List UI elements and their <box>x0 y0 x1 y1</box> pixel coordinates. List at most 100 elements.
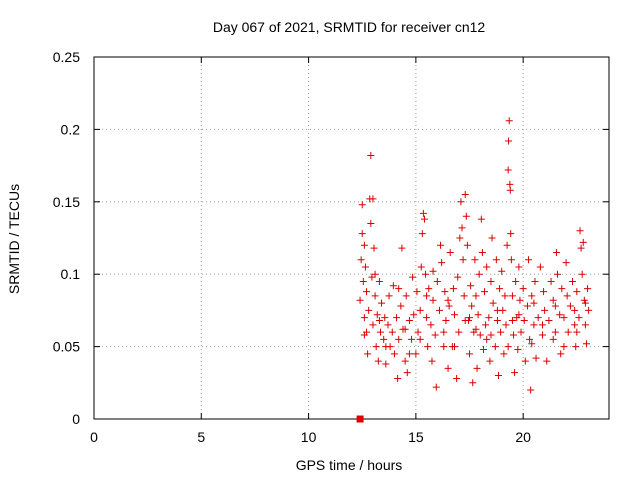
data-point <box>441 288 449 296</box>
data-point <box>466 314 474 322</box>
data-point <box>472 325 480 333</box>
data-point <box>425 285 433 293</box>
y-axis-label: SRMTID / TECUs <box>6 184 22 294</box>
data-point <box>412 350 420 358</box>
data-point <box>428 357 436 365</box>
data-point <box>401 325 409 333</box>
data-point <box>394 374 402 382</box>
data-point <box>501 292 509 300</box>
data-point <box>360 314 368 322</box>
data-point <box>514 345 522 353</box>
data-point <box>573 328 581 336</box>
data-point <box>564 328 572 336</box>
data-point <box>497 328 505 336</box>
data-point <box>504 343 512 351</box>
data-point <box>534 314 542 322</box>
data-point <box>370 244 378 252</box>
data-point <box>500 350 508 358</box>
data-point <box>429 267 437 275</box>
data-point <box>496 285 504 293</box>
data-point <box>380 335 388 343</box>
data-point <box>381 314 389 322</box>
data-point <box>454 273 462 281</box>
data-point <box>474 311 482 319</box>
data-point <box>440 328 448 336</box>
data-point <box>444 296 452 304</box>
data-point <box>420 215 428 223</box>
data-point <box>487 277 495 285</box>
y-tick-label: 0 <box>72 411 80 427</box>
data-point <box>482 321 490 329</box>
data-points <box>356 117 593 423</box>
data-point <box>498 267 506 275</box>
data-point <box>585 306 593 314</box>
data-point <box>393 314 401 322</box>
y-tick-label: 0.25 <box>53 49 80 65</box>
data-point <box>360 241 368 249</box>
data-point <box>457 198 465 206</box>
data-point <box>581 321 589 329</box>
data-point <box>358 201 366 209</box>
data-point <box>581 299 589 307</box>
data-point <box>485 314 493 322</box>
data-point <box>417 263 425 271</box>
data-point <box>576 227 584 235</box>
data-point <box>530 299 538 307</box>
data-point <box>487 331 495 339</box>
data-point <box>371 292 379 300</box>
data-point <box>444 364 452 372</box>
data-point <box>532 354 540 362</box>
data-point <box>382 360 390 368</box>
data-point <box>471 256 479 264</box>
data-point <box>375 277 383 285</box>
data-point <box>461 317 469 325</box>
data-point <box>556 311 564 319</box>
data-point <box>410 311 418 319</box>
data-point <box>549 335 557 343</box>
data-point <box>560 314 568 322</box>
data-point <box>422 270 430 278</box>
data-point <box>384 321 392 329</box>
data-point <box>543 357 551 365</box>
data-point <box>579 238 587 246</box>
data-point <box>510 331 518 339</box>
data-point <box>545 317 553 325</box>
data-point <box>503 241 511 249</box>
data-point <box>551 302 559 310</box>
x-tick-label: 20 <box>515 429 531 445</box>
data-point <box>375 317 383 325</box>
data-point <box>508 317 516 325</box>
data-point <box>566 302 574 310</box>
plot-border <box>93 56 610 420</box>
data-point <box>541 306 549 314</box>
data-point <box>357 256 365 264</box>
data-point <box>554 270 561 278</box>
data-point <box>456 234 464 242</box>
data-point <box>476 331 484 339</box>
data-point <box>382 343 390 351</box>
data-point <box>416 306 424 314</box>
data-point <box>403 369 411 377</box>
data-point <box>378 299 386 307</box>
data-point <box>511 369 519 377</box>
axis-ticks: 0 5 10 15 20 0 0.05 0.1 0.15 0.2 0.25 <box>53 49 609 445</box>
data-point <box>372 343 380 351</box>
data-point <box>389 282 397 290</box>
data-point <box>538 321 546 329</box>
data-point <box>549 296 557 304</box>
data-point <box>431 331 439 339</box>
data-point <box>493 306 501 314</box>
data-point <box>483 335 491 343</box>
x-tick-label: 10 <box>301 429 317 445</box>
data-point <box>365 306 373 314</box>
data-point <box>409 273 417 281</box>
data-point <box>547 277 555 285</box>
data-point <box>360 331 368 339</box>
data-point <box>507 256 515 264</box>
data-point <box>528 292 536 300</box>
data-point <box>369 195 377 203</box>
data-point <box>402 292 410 300</box>
x-tick-label: 5 <box>197 429 205 445</box>
data-point <box>405 350 413 358</box>
data-point <box>364 350 372 358</box>
